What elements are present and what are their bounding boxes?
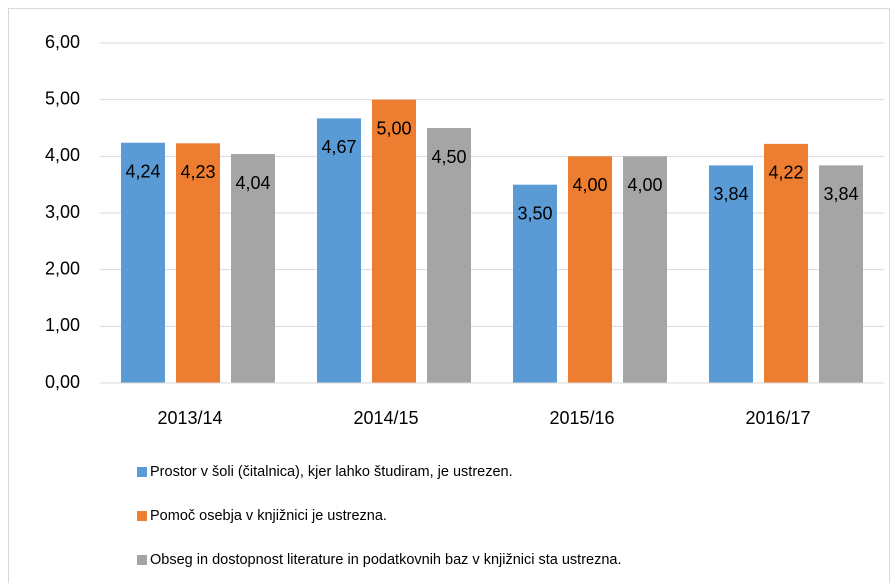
y-tick-label: 2,00: [45, 258, 80, 278]
data-label: 4,04: [235, 173, 270, 193]
data-label: 4,50: [431, 147, 466, 167]
bar: [231, 154, 275, 383]
y-tick-label: 6,00: [45, 32, 80, 52]
data-label: 4,24: [125, 161, 160, 181]
bar: [427, 128, 471, 383]
legend-swatch: [137, 511, 147, 521]
x-tick-label: 2014/15: [353, 408, 418, 428]
bar: [764, 143, 808, 383]
bar: [709, 165, 753, 383]
data-label: 4,22: [768, 163, 803, 183]
y-tick-label: 0,00: [45, 372, 80, 392]
data-label: 4,00: [572, 175, 607, 195]
data-label: 3,50: [517, 203, 552, 223]
bar: [623, 156, 667, 383]
y-tick-label: 1,00: [45, 315, 80, 335]
bar: [121, 142, 165, 383]
bar: [176, 143, 220, 383]
bar: [568, 156, 612, 383]
data-label: 5,00: [376, 118, 411, 138]
legend-swatch: [137, 555, 147, 565]
chart-frame: [8, 8, 890, 583]
bar: [513, 184, 557, 383]
legend-label: Pomoč osebja v knjižnici je ustrezna.: [150, 508, 387, 524]
y-tick-label: 5,00: [45, 88, 80, 108]
bar: [317, 118, 361, 383]
bar: [372, 99, 416, 384]
x-tick-label: 2015/16: [549, 408, 614, 428]
legend-swatch: [137, 467, 147, 477]
data-label: 3,84: [713, 184, 748, 204]
data-label: 3,84: [823, 184, 858, 204]
data-label: 4,00: [627, 175, 662, 195]
legend-label: Obseg in dostopnost literature in podatk…: [150, 552, 622, 568]
legend-label: Prostor v šoli (čitalnica), kjer lahko š…: [150, 464, 513, 480]
y-tick-label: 3,00: [45, 202, 80, 222]
y-tick-label: 4,00: [45, 145, 80, 165]
x-tick-label: 2013/14: [157, 408, 222, 428]
x-tick-label: 2016/17: [745, 408, 810, 428]
data-label: 4,67: [321, 137, 356, 157]
data-label: 4,23: [180, 162, 215, 182]
bar: [819, 165, 863, 383]
